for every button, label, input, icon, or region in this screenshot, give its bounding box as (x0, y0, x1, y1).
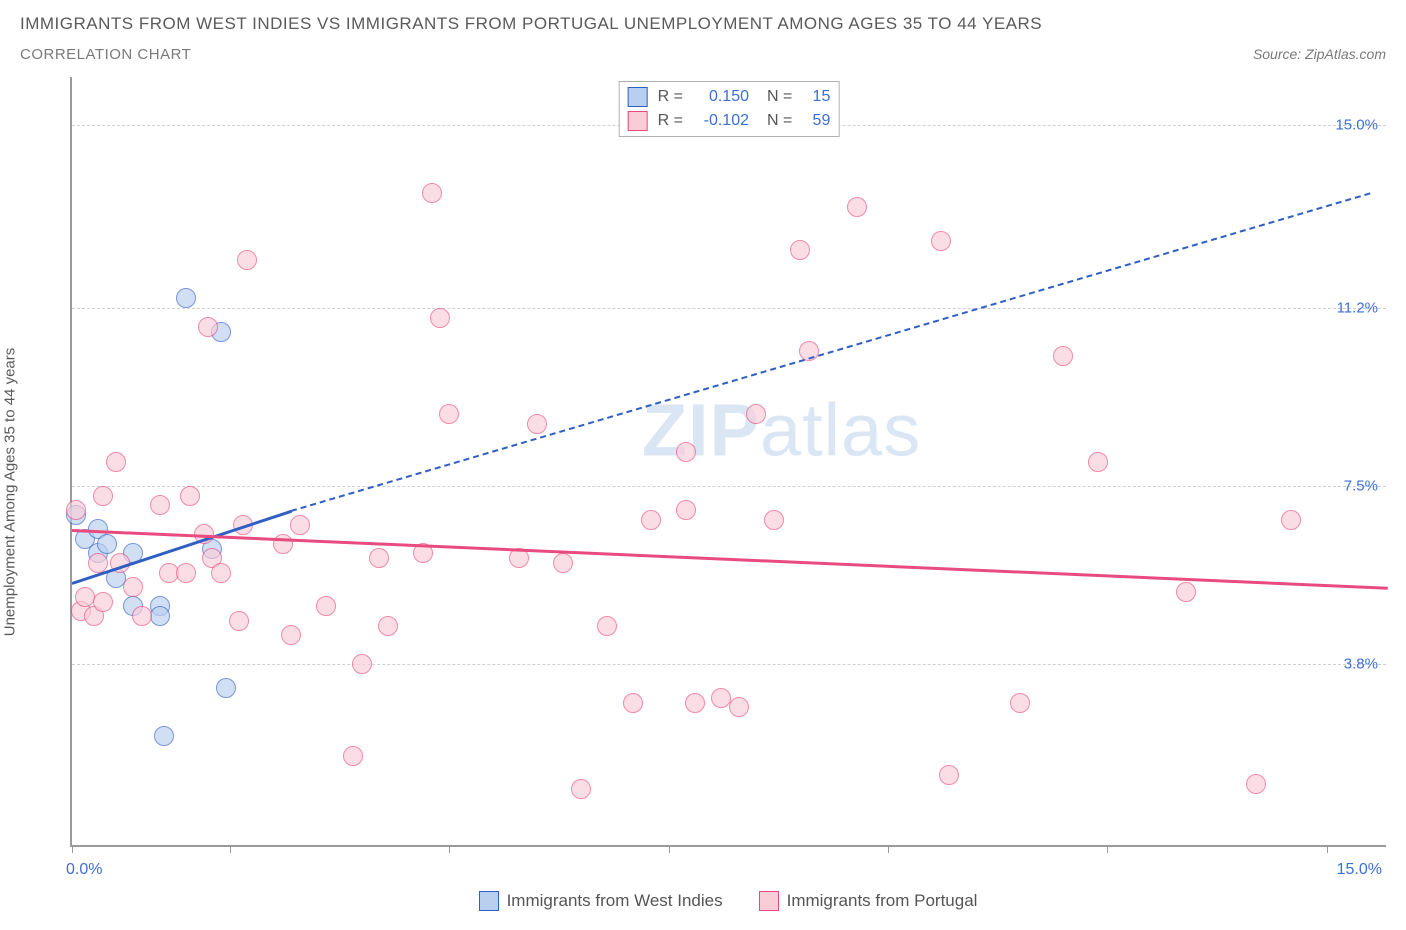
source-label: Source: ZipAtlas.com (1253, 46, 1386, 62)
legend-swatch (479, 891, 499, 911)
data-point (154, 726, 174, 746)
data-point (729, 697, 749, 717)
data-point (290, 515, 310, 535)
data-point (369, 548, 389, 568)
y-tick-label: 7.5% (1344, 478, 1378, 495)
data-point (931, 231, 951, 251)
data-point (216, 678, 236, 698)
gridline (72, 486, 1386, 487)
y-tick-label: 3.8% (1344, 656, 1378, 673)
data-point (93, 486, 113, 506)
legend-label: Immigrants from Portugal (787, 891, 978, 911)
data-point (180, 486, 200, 506)
data-point (229, 611, 249, 631)
data-point (176, 563, 196, 583)
stat-r-label: R = (658, 88, 683, 106)
x-tick (888, 845, 889, 853)
subtitle-row: CORRELATION CHART Source: ZipAtlas.com (20, 46, 1386, 63)
data-point (685, 693, 705, 713)
trend-line (291, 193, 1371, 513)
stat-n-label: N = (767, 112, 792, 130)
plot-area: ZIPatlas 3.8%7.5%11.2%15.0%0.0%15.0%R =0… (70, 77, 1386, 847)
data-point (1176, 582, 1196, 602)
data-point (597, 616, 617, 636)
data-point (1088, 452, 1108, 472)
data-point (97, 534, 117, 554)
data-point (132, 606, 152, 626)
y-tick-label: 11.2% (1337, 300, 1378, 317)
data-point (1246, 774, 1266, 794)
data-point (641, 510, 661, 530)
data-point (237, 250, 257, 270)
watermark-light: atlas (760, 389, 921, 472)
x-max-label: 15.0% (1337, 861, 1382, 879)
stat-row: R = -0.102 N = 59 (628, 109, 831, 133)
data-point (150, 606, 170, 626)
trend-line (72, 529, 1388, 590)
gridline (72, 308, 1386, 309)
data-point (176, 288, 196, 308)
correlation-stats-box: R = 0.150 N = 15 R = -0.102 N = 59 (619, 81, 840, 137)
x-tick (72, 845, 73, 853)
stat-r-value: 0.150 (693, 88, 749, 106)
data-point (378, 616, 398, 636)
x-tick (230, 845, 231, 853)
data-point (1010, 693, 1030, 713)
data-point (553, 553, 573, 573)
data-point (1053, 346, 1073, 366)
data-point (676, 500, 696, 520)
data-point (439, 404, 459, 424)
data-point (66, 500, 86, 520)
data-point (764, 510, 784, 530)
data-point (211, 563, 231, 583)
legend-swatch (759, 891, 779, 911)
data-point (150, 495, 170, 515)
data-point (352, 654, 372, 674)
data-point (422, 183, 442, 203)
data-point (676, 442, 696, 462)
stat-r-label: R = (658, 112, 683, 130)
data-point (123, 577, 143, 597)
data-point (343, 746, 363, 766)
data-point (281, 625, 301, 645)
stat-r-value: -0.102 (693, 112, 749, 130)
x-tick (669, 845, 670, 853)
data-point (746, 404, 766, 424)
stat-n-value: 15 (802, 88, 830, 106)
data-point (847, 197, 867, 217)
data-point (430, 308, 450, 328)
data-point (273, 534, 293, 554)
legend-item: Immigrants from Portugal (759, 891, 978, 911)
chart-subtitle: CORRELATION CHART (20, 46, 191, 63)
data-point (316, 596, 336, 616)
data-point (93, 592, 113, 612)
data-point (623, 693, 643, 713)
x-tick (1327, 845, 1328, 853)
legend-swatch (628, 111, 648, 131)
y-tick-label: 15.0% (1335, 117, 1378, 134)
x-tick (449, 845, 450, 853)
legend-swatch (628, 87, 648, 107)
x-min-label: 0.0% (66, 861, 102, 879)
data-point (198, 317, 218, 337)
legend-item: Immigrants from West Indies (479, 891, 723, 911)
data-point (939, 765, 959, 785)
stat-n-label: N = (767, 88, 792, 106)
data-point (106, 452, 126, 472)
bottom-legend: Immigrants from West Indies Immigrants fr… (70, 891, 1386, 911)
data-point (790, 240, 810, 260)
gridline (72, 664, 1386, 665)
y-axis-label: Unemployment Among Ages 35 to 44 years (2, 348, 19, 637)
data-point (571, 779, 591, 799)
legend-label: Immigrants from West Indies (507, 891, 723, 911)
x-tick (1107, 845, 1108, 853)
chart-container: Unemployment Among Ages 35 to 44 years Z… (20, 77, 1386, 907)
chart-title: IMMIGRANTS FROM WEST INDIES VS IMMIGRANT… (20, 14, 1386, 34)
stat-n-value: 59 (802, 112, 830, 130)
data-point (1281, 510, 1301, 530)
stat-row: R = 0.150 N = 15 (628, 85, 831, 109)
data-point (527, 414, 547, 434)
